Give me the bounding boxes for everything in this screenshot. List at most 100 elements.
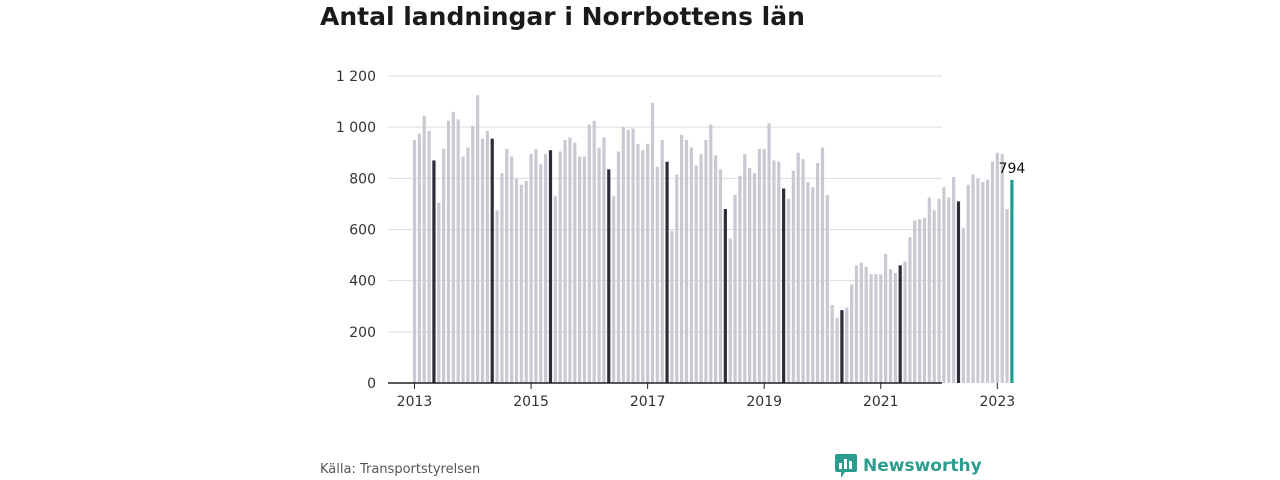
y-axis-labels: 0 200 400 600 800 1 000 1 200 — [336, 69, 376, 392]
bar — [568, 137, 572, 383]
bar — [830, 304, 834, 383]
bar — [820, 147, 825, 383]
bar — [718, 169, 723, 383]
bar — [854, 265, 859, 383]
highlight-bar — [607, 169, 611, 383]
y-tick-label: 400 — [349, 274, 376, 290]
bar — [505, 148, 509, 383]
source-note: Källa: Transportstyrelsen — [320, 462, 481, 477]
bar — [709, 124, 713, 384]
bar — [597, 147, 601, 383]
bar — [738, 175, 742, 383]
y-tick-label: 800 — [349, 171, 376, 187]
bar — [500, 173, 504, 383]
bar — [689, 147, 693, 383]
bar — [699, 154, 703, 383]
bar — [728, 238, 732, 383]
bar — [888, 269, 893, 383]
y-tick-label: 200 — [349, 325, 376, 341]
bar-chart: 0 200 400 600 800 1 000 1 200 2013 2015 2017 2019… — [336, 69, 1025, 410]
bar — [524, 180, 528, 383]
bar — [859, 262, 863, 383]
bar — [947, 197, 951, 383]
bar — [670, 230, 674, 383]
bar — [786, 198, 791, 383]
bar — [573, 142, 577, 383]
bar — [990, 161, 995, 383]
bar — [937, 198, 941, 383]
bar — [529, 154, 533, 383]
bar — [845, 307, 849, 383]
bar — [417, 133, 421, 383]
bar — [456, 119, 460, 384]
bar — [631, 128, 635, 383]
bar — [733, 194, 737, 383]
bar — [476, 95, 480, 383]
bar — [913, 220, 917, 383]
bar — [578, 156, 582, 383]
bar — [762, 148, 766, 383]
bar — [495, 210, 499, 383]
bar — [884, 253, 888, 383]
y-tick-label: 1 000 — [336, 120, 376, 136]
bar — [903, 261, 907, 383]
bar — [510, 156, 514, 383]
bar — [874, 274, 878, 383]
bar — [480, 138, 485, 383]
bar — [558, 151, 562, 383]
bar — [675, 174, 679, 383]
highlight-bar — [490, 138, 494, 383]
bar — [835, 317, 839, 383]
highlight-bar — [898, 265, 902, 383]
bar — [544, 154, 548, 383]
highlight-bar — [840, 310, 844, 383]
x-axis-labels: 2013 2015 2017 2019 2021 2023 — [397, 383, 1015, 410]
bar — [563, 139, 567, 383]
bar — [757, 148, 761, 383]
bar — [704, 139, 708, 383]
bar — [514, 178, 519, 383]
bar — [612, 196, 616, 383]
bar — [879, 274, 883, 383]
bar — [850, 284, 854, 383]
y-tick-label: 1 200 — [336, 69, 376, 85]
bar — [869, 274, 873, 383]
newsworthy-logo-icon — [835, 454, 857, 478]
bar — [918, 219, 922, 383]
bar — [471, 125, 475, 383]
bar — [966, 184, 970, 383]
bar — [981, 182, 985, 383]
bar — [864, 266, 868, 383]
x-tick-label: 2013 — [397, 394, 433, 410]
bar — [811, 187, 815, 383]
bar — [646, 143, 650, 383]
brand[interactable]: Newsworthy — [835, 454, 982, 478]
bar — [636, 143, 640, 383]
highlight-bar — [723, 209, 727, 383]
bar — [791, 170, 795, 383]
x-tick-label: 2019 — [746, 394, 782, 410]
bar — [626, 129, 630, 383]
bar — [621, 127, 625, 383]
bar — [694, 165, 698, 383]
bar — [1000, 154, 1004, 383]
bar — [767, 123, 771, 383]
bar — [466, 147, 470, 383]
x-tick-label: 2015 — [513, 394, 549, 410]
y-tick-label: 0 — [367, 376, 376, 392]
bar — [553, 196, 557, 383]
bar — [446, 120, 451, 384]
bar — [932, 210, 936, 383]
bar — [427, 131, 431, 383]
bar — [976, 178, 980, 383]
bar — [660, 139, 664, 383]
bar — [772, 160, 776, 383]
highlight-bar — [782, 188, 786, 383]
y-tick-label: 600 — [349, 223, 376, 239]
highlight-bar — [956, 201, 961, 383]
bar — [582, 156, 587, 383]
bar — [1005, 209, 1009, 383]
x-tick-label: 2017 — [630, 394, 666, 410]
x-tick-label: 2023 — [980, 394, 1016, 410]
bar — [641, 150, 645, 383]
